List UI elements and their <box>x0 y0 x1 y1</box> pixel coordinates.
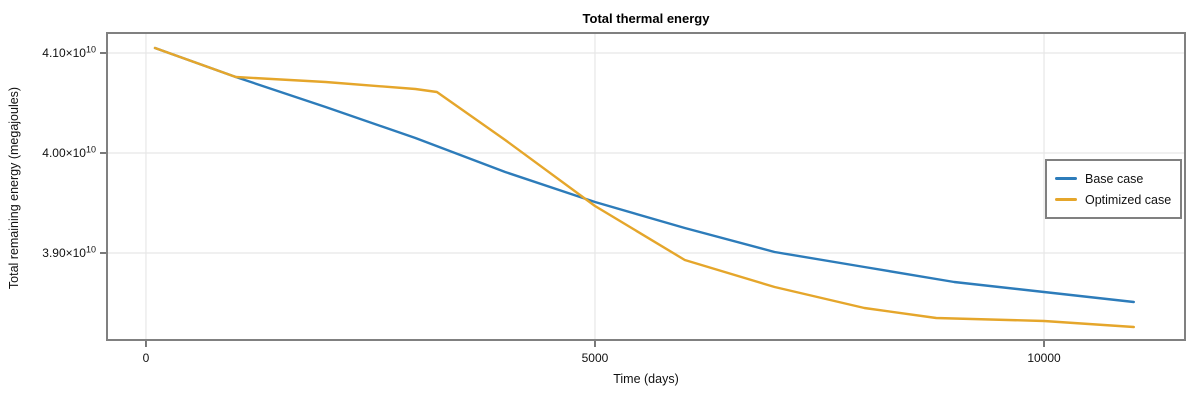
x-tick-label-5000: 5000 <box>582 351 609 365</box>
series-group <box>153 46 1136 329</box>
y-axis-label: Total remaining energy (megajoules) <box>7 86 21 290</box>
chart-title: Total thermal energy <box>582 11 710 26</box>
legend-entry-base-case: Base case <box>1055 168 1172 189</box>
x-tick-label-10000: 10000 <box>1027 351 1061 365</box>
optimized-case-line <box>153 46 1136 329</box>
x-axis-label: Time (days) <box>613 372 679 386</box>
legend-label-optimized-case: Optimized case <box>1085 192 1172 207</box>
legend: Base case Optimized case <box>1045 159 1182 219</box>
y-tick-label-3.90×1010: 3.90×1010 <box>42 245 96 261</box>
optimized-case-line-swatch <box>1055 198 1077 201</box>
y-tick-label-4.00×1010: 4.00×1010 <box>42 145 96 161</box>
legend-entry-optimized-case: Optimized case <box>1055 189 1172 210</box>
legend-label-base-case: Base case <box>1085 171 1144 186</box>
x-tick-label-0: 0 <box>143 351 150 365</box>
base-case-line <box>153 46 1136 304</box>
y-tick-label-4.10×1010: 4.10×1010 <box>42 45 96 61</box>
plot-frame <box>106 32 1186 341</box>
base-case-line-swatch <box>1055 177 1077 180</box>
